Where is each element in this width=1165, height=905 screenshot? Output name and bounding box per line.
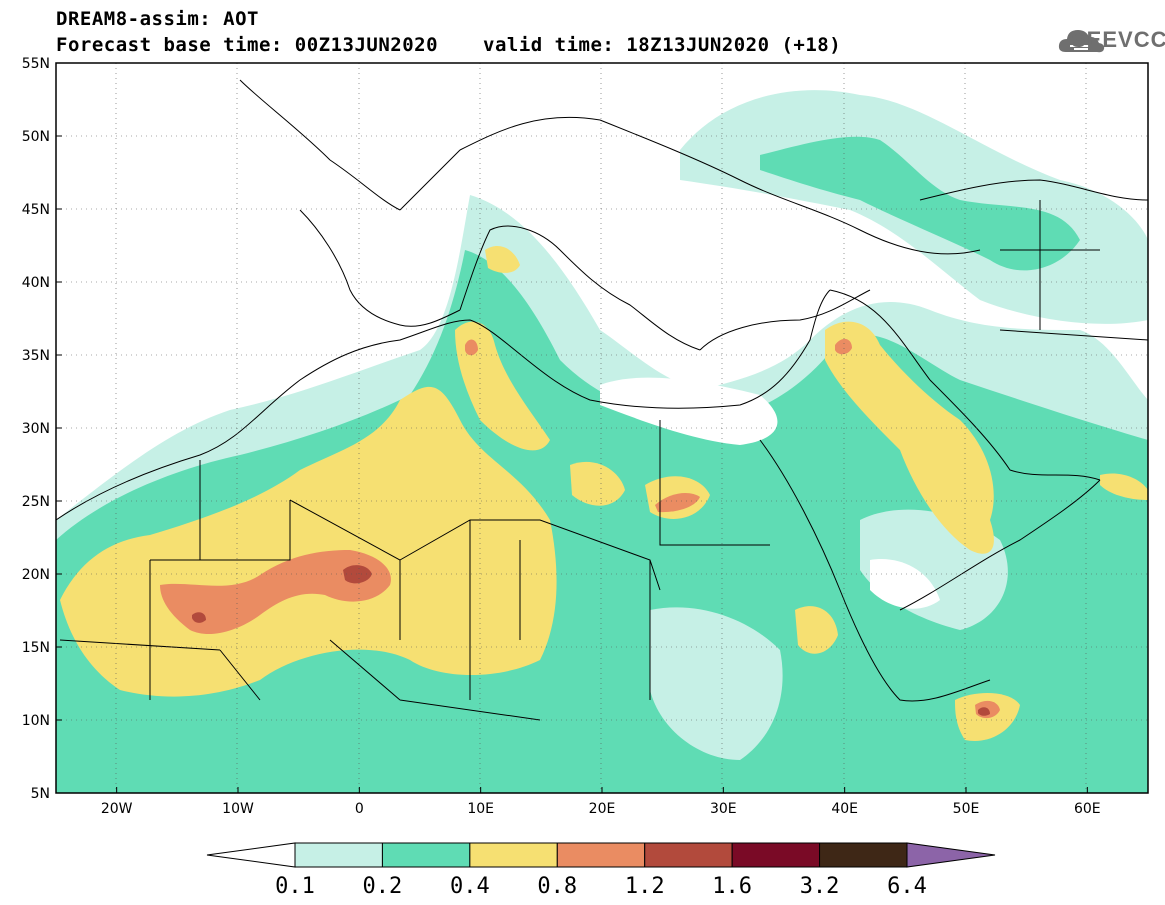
logo-text: SEEVCCC <box>1071 27 1165 52</box>
lat-tick-label: 20N <box>22 567 50 583</box>
map-title: DREAM8-assim: AOT <box>56 8 259 30</box>
colorbar: 0.1 0.2 0.4 0.8 1.2 1.6 3.2 6.4 <box>206 842 996 899</box>
lat-tick-label: 50N <box>22 129 50 145</box>
lat-tick-label: 25N <box>22 494 50 510</box>
lon-tick-label: 10E <box>467 801 494 817</box>
colorbar-swatch <box>294 842 383 868</box>
cloud-icon <box>1058 30 1105 53</box>
colorbar-label: 0.1 <box>275 874 315 899</box>
lat-tick-label: 55N <box>22 56 50 72</box>
lat-tick-label: 5N <box>31 786 50 802</box>
colorbar-label: 3.2 <box>800 874 840 899</box>
lon-tick-label: 20W <box>101 801 133 817</box>
aot-field <box>56 63 1148 793</box>
lat-tick-label: 45N <box>22 202 50 218</box>
lon-tick-label: 30E <box>710 801 737 817</box>
lat-tick-label: 40N <box>22 275 50 291</box>
grid-lines <box>56 63 1148 793</box>
lon-tick-label: 0 <box>355 801 364 817</box>
lat-tick-label: 35N <box>22 348 50 364</box>
colorbar-label: 1.6 <box>712 874 752 899</box>
forecast-base-time: Forecast base time: 00Z13JUN2020 <box>56 34 439 56</box>
lat-tick-label: 30N <box>22 421 50 437</box>
colorbar-high-arrow <box>906 842 996 868</box>
lon-tick-label: 20E <box>589 801 616 817</box>
colorbar-label: 6.4 <box>887 874 927 899</box>
lat-tick-label: 15N <box>22 640 50 656</box>
lat-tick-label: 10N <box>22 713 50 729</box>
longitude-axis: 20W 10W 0 10E 20E 30E 40E 50E 60E <box>101 787 1101 817</box>
lon-tick-label: 40E <box>831 801 858 817</box>
colorbar-label: 1.2 <box>625 874 665 899</box>
colorbar-swatch <box>381 842 471 868</box>
colorbar-low-arrow <box>206 842 296 868</box>
colorbar-label: 0.4 <box>450 874 490 899</box>
colorbar-label: 0.8 <box>537 874 577 899</box>
lon-tick-label: 50E <box>953 801 980 817</box>
lon-tick-label: 10W <box>222 801 254 817</box>
lon-tick-label: 60E <box>1074 801 1101 817</box>
valid-time: valid time: 18Z13JUN2020 (+18) <box>483 34 842 56</box>
colorbar-label: 0.2 <box>363 874 403 899</box>
colorbar-swatch <box>644 842 733 868</box>
latitude-axis: 55N 50N 45N 40N 35N 30N 25N 20N 15N 10N 5N <box>22 56 62 802</box>
colorbar-swatch <box>556 842 646 868</box>
colorbar-swatch <box>469 842 558 868</box>
colorbar-swatch <box>819 842 908 868</box>
colorbar-swatch <box>731 842 821 868</box>
